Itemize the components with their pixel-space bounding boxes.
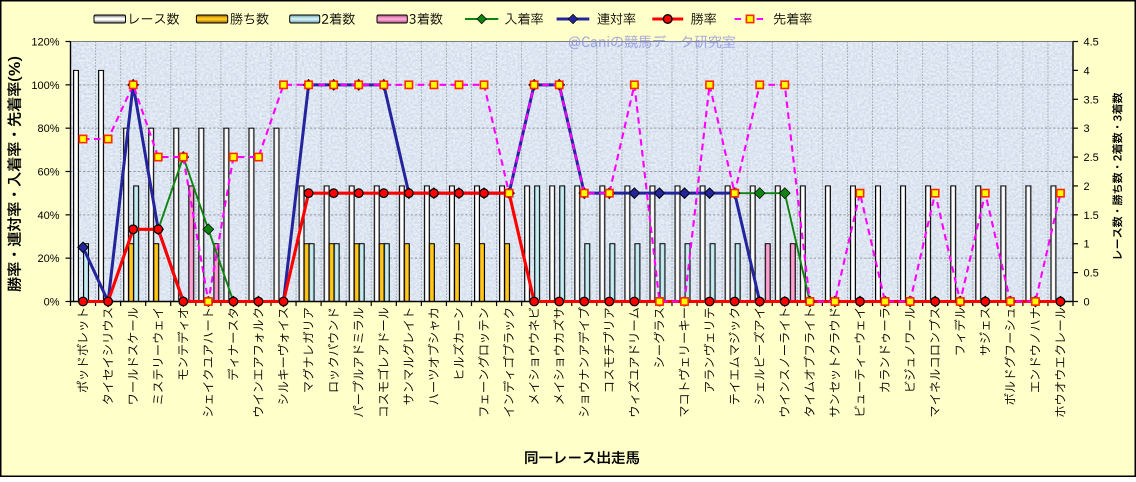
svg-text:120%: 120% [31,37,59,49]
svg-text:100%: 100% [31,80,59,92]
svg-text:80%: 80% [37,123,59,135]
svg-text:2.5: 2.5 [1084,152,1099,164]
svg-text:4.5: 4.5 [1084,37,1099,49]
svg-text:1.5: 1.5 [1084,210,1099,222]
svg-text:4: 4 [1084,65,1090,77]
svg-text:2: 2 [1084,181,1090,193]
svg-text:3.5: 3.5 [1084,94,1099,106]
svg-text:3: 3 [1084,123,1090,135]
svg-text:0.5: 0.5 [1084,268,1099,280]
svg-text:0: 0 [1084,297,1090,309]
svg-text:20%: 20% [37,253,59,265]
svg-text:40%: 40% [37,210,59,222]
svg-text:1: 1 [1084,239,1090,251]
svg-text:0%: 0% [44,297,60,309]
svg-text:60%: 60% [37,167,59,179]
